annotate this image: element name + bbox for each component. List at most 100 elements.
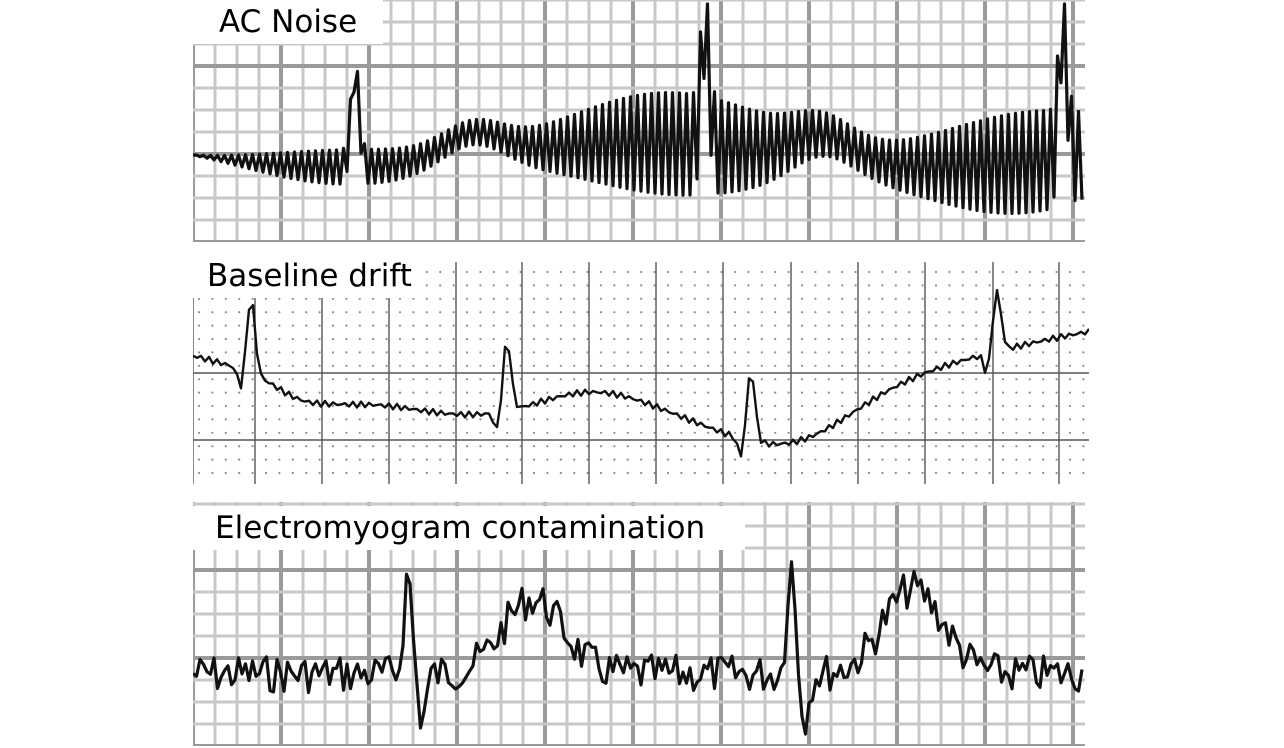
grid-dot	[1001, 431, 1005, 434]
grid-dot	[760, 337, 763, 341]
grid-dot	[720, 351, 723, 354]
grid-dot	[1055, 378, 1058, 381]
grid-dot	[251, 351, 254, 354]
grid-dot	[908, 471, 911, 475]
grid-dot	[264, 351, 268, 354]
grid-dot	[506, 351, 509, 354]
grid-dot	[251, 324, 254, 327]
grid-dot	[948, 351, 951, 354]
grid-dot	[908, 364, 911, 367]
grid-dot	[934, 418, 938, 421]
grid-dot	[881, 297, 884, 300]
grid-dot	[1068, 445, 1072, 448]
grid-dot	[1028, 404, 1031, 408]
grid-dot	[640, 351, 643, 354]
grid-dot	[197, 351, 201, 354]
grid-dot	[559, 445, 562, 448]
grid-dot	[733, 364, 737, 367]
grid-dot	[224, 445, 227, 448]
grid-dot	[345, 378, 348, 381]
grid-dot	[532, 337, 536, 341]
grid-dot	[546, 458, 549, 461]
grid-dot	[693, 364, 696, 367]
grid-dot	[506, 445, 509, 448]
grid-dot	[961, 297, 964, 300]
grid-dot	[251, 445, 254, 448]
grid-dot	[1028, 311, 1031, 314]
grid-dot	[479, 418, 482, 421]
grid-dot	[1042, 311, 1045, 314]
grid-dot	[921, 270, 924, 274]
grid-dot	[626, 418, 629, 421]
grid-dot	[224, 311, 227, 314]
grid-dot	[908, 351, 911, 354]
grid-dot	[640, 445, 643, 448]
grid-dot	[693, 284, 696, 287]
grid-dot	[439, 270, 442, 274]
grid-dot	[867, 297, 871, 300]
grid-dot	[211, 458, 214, 461]
grid-dot	[1068, 378, 1072, 381]
grid-dot	[197, 458, 201, 461]
grid-dot	[586, 284, 589, 287]
grid-dot	[439, 458, 442, 461]
grid-dot	[532, 378, 536, 381]
grid-dot	[613, 324, 616, 327]
grid-dot	[559, 418, 562, 421]
grid-dot	[666, 378, 670, 381]
grid-dot	[908, 445, 911, 448]
grid-dot	[613, 458, 616, 461]
grid-dot	[372, 378, 375, 381]
grid-dot	[854, 351, 857, 354]
grid-dot	[398, 391, 402, 394]
grid-dot	[264, 297, 268, 300]
grid-dot	[626, 431, 629, 434]
grid-dot	[948, 297, 951, 300]
grid-dot	[211, 311, 214, 314]
grid-dot	[1082, 431, 1085, 434]
grid-dot	[1082, 270, 1085, 274]
grid-dot	[586, 351, 589, 354]
grid-dot	[1015, 404, 1018, 408]
grid-dot	[733, 431, 737, 434]
grid-dot	[479, 311, 482, 314]
grid-dot	[1042, 445, 1045, 448]
grid-dot	[640, 458, 643, 461]
grid-dot	[412, 311, 415, 314]
grid-dot	[264, 471, 268, 475]
grid-dot	[412, 445, 415, 448]
grid-dot	[934, 297, 938, 300]
grid-dot	[894, 311, 897, 314]
grid-dot	[358, 445, 361, 448]
grid-dot	[867, 324, 871, 327]
grid-dot	[1055, 458, 1058, 461]
grid-dot	[854, 337, 857, 341]
grid-dot	[787, 378, 790, 381]
grid-dot	[814, 337, 817, 341]
grid-dot	[492, 311, 495, 314]
grid-dot	[1028, 458, 1031, 461]
grid-dot	[465, 337, 469, 341]
grid-dot	[908, 270, 911, 274]
grid-dot	[1015, 391, 1018, 394]
grid-dot	[345, 391, 348, 394]
grid-dot	[385, 378, 388, 381]
grid-dot	[1001, 418, 1005, 421]
grid-dot	[506, 297, 509, 300]
grid-dot	[747, 364, 750, 367]
grid-dot	[224, 351, 227, 354]
grid-dot	[774, 297, 777, 300]
grid-dot	[653, 311, 656, 314]
grid-dot	[1042, 364, 1045, 367]
grid-dot	[492, 471, 495, 475]
grid-dot	[680, 284, 683, 287]
grid-dot	[921, 364, 924, 367]
grid-dot	[331, 431, 335, 434]
grid-dot	[251, 431, 254, 434]
grid-dot	[975, 458, 978, 461]
grid-dot	[707, 297, 710, 300]
grid-dot	[197, 391, 201, 394]
grid-dot	[425, 270, 428, 274]
grid-dot	[506, 311, 509, 314]
grid-dot	[385, 431, 388, 434]
